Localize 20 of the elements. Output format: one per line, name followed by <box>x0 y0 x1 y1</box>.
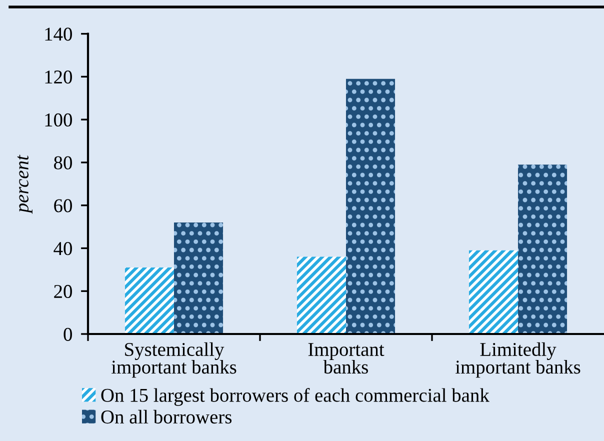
x-tick-label: Systemically important banks <box>111 342 236 378</box>
y-tick-label: 0 <box>64 328 72 341</box>
x-tick-label: Limitedly important banks <box>455 342 580 378</box>
legend-label: On all borrowers <box>101 410 232 424</box>
bar <box>518 164 568 334</box>
y-tick-label: 80 <box>54 156 72 170</box>
bar <box>468 250 518 334</box>
bar <box>296 256 346 334</box>
bar <box>124 268 174 334</box>
bar <box>346 78 396 334</box>
y-tick-label: 60 <box>54 199 72 212</box>
y-tick-label: 40 <box>54 242 72 256</box>
y-tick-label: 120 <box>45 70 72 84</box>
bar <box>174 222 224 334</box>
y-tick-label: 20 <box>54 284 72 298</box>
y-tick-label: 100 <box>45 113 72 127</box>
legend-label: On 15 largest borrowers of each commercial bank <box>101 388 490 406</box>
y-tick-label: 140 <box>45 28 72 41</box>
x-tick-label: Important banks <box>308 343 384 374</box>
y-axis-title: percent <box>17 154 32 214</box>
